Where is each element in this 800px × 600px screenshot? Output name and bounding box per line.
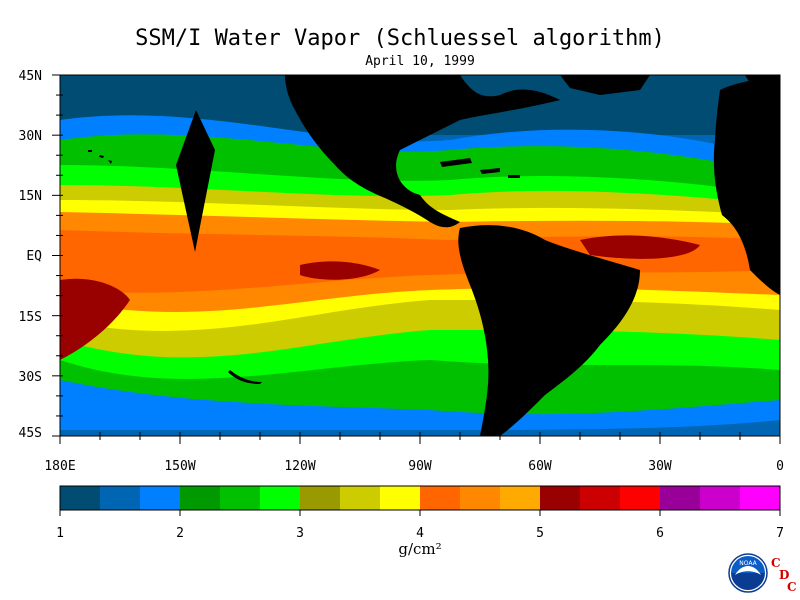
colorbar-tick-label: 5 <box>536 526 544 541</box>
colorbar <box>59 486 781 516</box>
cdc-letter: C <box>771 556 781 570</box>
lat-label: 30S <box>19 370 42 385</box>
colorbar-swatch <box>740 486 781 510</box>
colorbar-swatch <box>580 486 621 510</box>
colorbar-tick-label: 6 <box>656 526 664 541</box>
colorbar-swatch <box>180 486 221 510</box>
map-title: SSM/I Water Vapor (Schluessel algorithm) <box>135 26 665 51</box>
lat-label: 30N <box>19 129 42 144</box>
colorbar-swatch <box>700 486 741 510</box>
lat-label: 45S <box>19 426 42 441</box>
colorbar-swatch <box>500 486 541 510</box>
lat-label: EQ <box>26 249 42 264</box>
moist-band <box>300 261 380 280</box>
colorbar-swatch <box>460 486 501 510</box>
south-america <box>458 225 640 436</box>
colorbar-tick-label: 7 <box>776 526 784 541</box>
colorbar-swatch <box>220 486 261 510</box>
lon-label: 60W <box>528 459 552 474</box>
map-panel <box>60 75 780 436</box>
colorbar-tick-label: 4 <box>416 526 424 541</box>
colorbar-swatch <box>100 486 141 510</box>
colorbar-swatch <box>620 486 661 510</box>
lat-label: 45N <box>19 69 42 84</box>
colorbar-swatch <box>60 486 101 510</box>
lat-label: 15S <box>19 310 42 325</box>
lon-label: 150W <box>164 459 195 474</box>
missing-data-swath <box>228 370 262 384</box>
longitude-labels: 180E 150W 120W 90W 60W 30W 0 <box>44 459 784 474</box>
lat-label: 15N <box>19 189 42 204</box>
lon-label: 0 <box>776 459 784 474</box>
colorbar-swatch <box>540 486 581 510</box>
colorbar-swatch <box>420 486 461 510</box>
map-date: April 10, 1999 <box>365 54 475 69</box>
colorbar-tick-label: 2 <box>176 526 184 541</box>
cdc-letter: C <box>787 580 797 594</box>
colorbar-tick-labels: 1 2 3 4 5 6 7 <box>56 526 784 541</box>
latitude-labels: 45N 30N 15N EQ 15S 30S 45S <box>19 69 43 441</box>
colorbar-tick-label: 1 <box>56 526 64 541</box>
colorbar-swatch <box>660 486 701 510</box>
colorbar-swatch <box>300 486 341 510</box>
north-america <box>285 75 560 228</box>
hawaii <box>88 150 112 164</box>
moist-band <box>60 278 130 360</box>
cdc-letter: D <box>779 568 790 582</box>
colorbar-swatch <box>140 486 181 510</box>
colorbar-tick-label: 3 <box>296 526 304 541</box>
africa <box>713 78 780 295</box>
europe <box>745 75 780 100</box>
caribbean-islands <box>440 158 520 178</box>
lon-label: 90W <box>408 459 432 474</box>
colorbar-swatch <box>340 486 381 510</box>
colorbar-swatch <box>380 486 421 510</box>
missing-data-swath <box>176 110 215 252</box>
lon-label: 30W <box>648 459 672 474</box>
colorbar-unit: g/cm² <box>398 540 442 558</box>
greenland <box>560 75 650 95</box>
lon-label: 180E <box>44 459 75 474</box>
colorbar-frame <box>59 485 781 511</box>
lon-label: 120W <box>284 459 315 474</box>
noaa-logo-text: NOAA <box>739 560 757 567</box>
colorbar-swatch <box>260 486 301 510</box>
noaa-logo-icon: NOAA <box>728 553 768 593</box>
map-ticks <box>52 74 781 444</box>
moist-band <box>580 235 700 259</box>
